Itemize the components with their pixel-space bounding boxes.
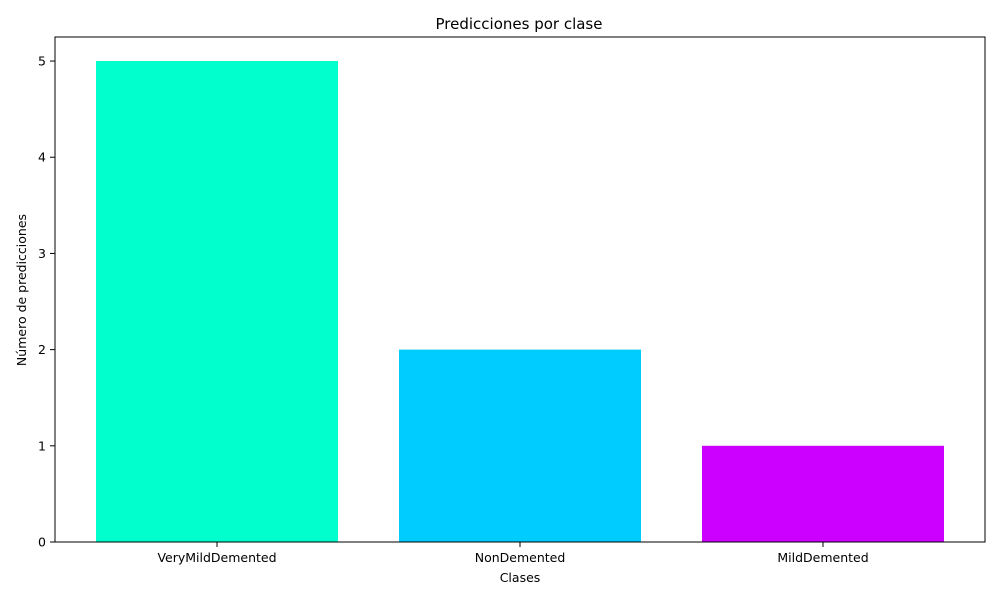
bar-verymilddemented (96, 61, 338, 543)
x-tick-label: VeryMildDemented (157, 550, 276, 565)
plot-frame (54, 36, 986, 543)
y-axis-label: Número de predicciones (14, 214, 29, 366)
bar-nondemented (399, 349, 641, 542)
y-axis: 0 1 2 3 4 5 (38, 54, 55, 550)
bar-milddemented (702, 445, 944, 542)
chart-title: Predicciones por clase (436, 15, 603, 33)
y-tick-label: 5 (38, 54, 46, 69)
x-axis: VeryMildDemented NonDemented MildDemented (157, 542, 869, 565)
y-tick-label: 3 (38, 246, 46, 261)
y-tick-label: 2 (38, 342, 46, 357)
y-tick-label: 0 (38, 535, 46, 550)
bars-group (96, 61, 944, 543)
x-tick-label: NonDemented (475, 550, 566, 565)
y-tick-label: 1 (38, 438, 46, 453)
y-tick-label: 4 (38, 150, 46, 165)
x-axis-label: Clases (500, 570, 541, 585)
x-tick-label: MildDemented (777, 550, 868, 565)
